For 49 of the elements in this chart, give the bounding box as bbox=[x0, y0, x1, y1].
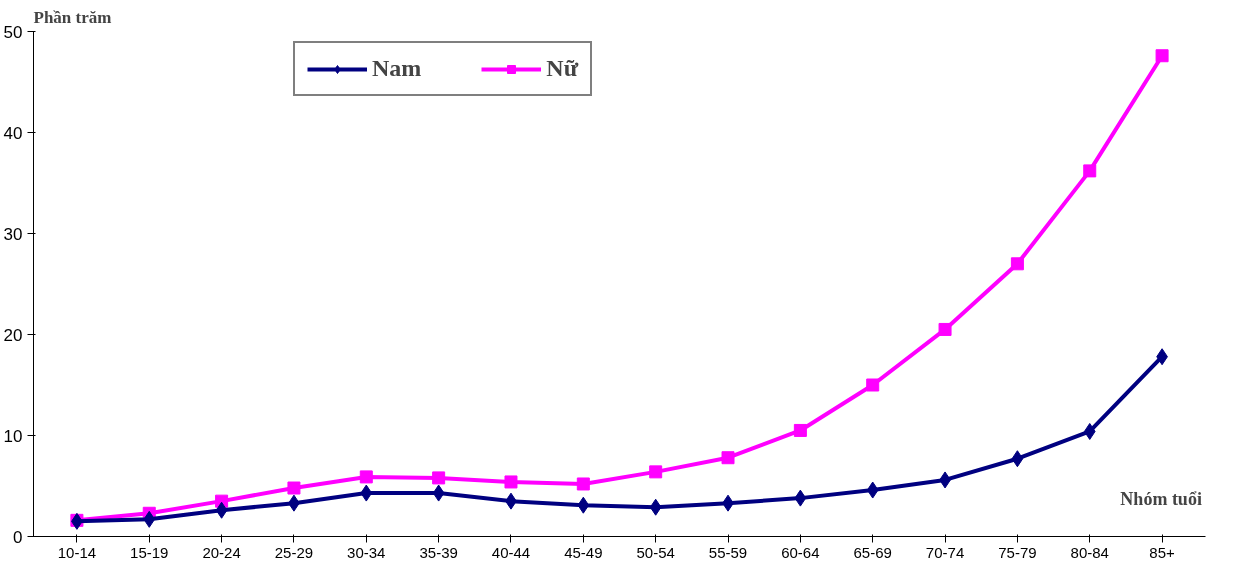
x-tick-label: 85+ bbox=[1149, 543, 1176, 561]
x-tick-label: 60-64 bbox=[781, 543, 820, 561]
y-tick-label: 0 bbox=[13, 527, 23, 547]
point bbox=[1155, 49, 1169, 63]
point bbox=[649, 465, 663, 479]
x-tick-label: 30-34 bbox=[347, 543, 386, 561]
point bbox=[649, 498, 662, 516]
point bbox=[576, 477, 590, 491]
x-tick-label: 75-79 bbox=[998, 543, 1037, 561]
point bbox=[1011, 450, 1024, 468]
point bbox=[793, 423, 807, 437]
x-tick-label: 45-49 bbox=[564, 543, 603, 561]
point bbox=[432, 471, 446, 485]
point bbox=[1083, 164, 1097, 178]
point bbox=[432, 484, 445, 502]
point bbox=[143, 510, 156, 528]
x-axis-title: Nhóm tuổi bbox=[1120, 488, 1202, 509]
x-tick-label: 70-74 bbox=[925, 543, 965, 561]
point bbox=[1010, 257, 1024, 271]
x-tick-label: 50-54 bbox=[636, 543, 675, 561]
x-tick-label: 40-44 bbox=[491, 543, 531, 561]
legend-label: Nam bbox=[372, 55, 422, 82]
point bbox=[866, 378, 880, 392]
point bbox=[359, 470, 373, 484]
legend-label: Nữ bbox=[546, 55, 579, 82]
x-tick-label: 15-19 bbox=[130, 543, 169, 561]
point bbox=[287, 481, 301, 495]
x-tick-label: 25-29 bbox=[274, 543, 314, 561]
y-tick-label: 50 bbox=[3, 22, 23, 42]
point bbox=[504, 475, 518, 489]
x-tick-label: 20-24 bbox=[202, 543, 241, 561]
y-tick-label: 30 bbox=[3, 224, 23, 244]
x-tick-label: 55-59 bbox=[708, 543, 748, 561]
y-axis-title: Phần trăm bbox=[33, 7, 112, 27]
point bbox=[577, 496, 590, 514]
point bbox=[938, 322, 952, 336]
x-tick-label: 35-39 bbox=[419, 543, 458, 561]
x-tick-label: 65-69 bbox=[853, 543, 892, 561]
x-tick-label: 10-14 bbox=[57, 543, 97, 561]
point bbox=[866, 481, 879, 499]
x-tick-label: 80-84 bbox=[1070, 543, 1109, 561]
point bbox=[360, 484, 373, 502]
point bbox=[794, 489, 807, 507]
y-tick-label: 10 bbox=[3, 426, 23, 446]
y-tick-label: 40 bbox=[3, 123, 23, 143]
y-tick-label: 20 bbox=[3, 325, 23, 345]
point bbox=[1083, 422, 1096, 440]
point bbox=[721, 451, 735, 465]
point bbox=[215, 501, 228, 519]
